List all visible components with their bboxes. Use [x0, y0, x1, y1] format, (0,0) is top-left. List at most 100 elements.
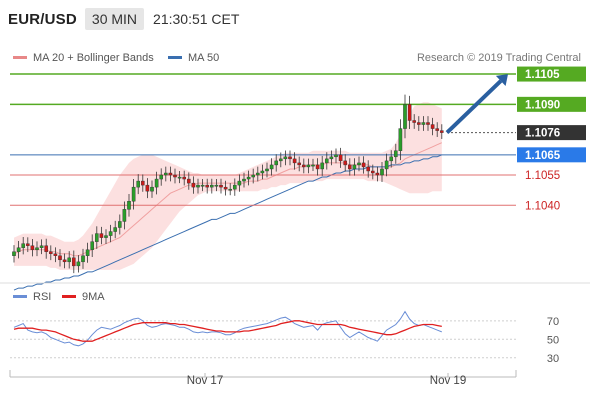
ma20-legend-swatch	[13, 56, 27, 59]
candle-body	[394, 150, 398, 158]
candle	[394, 143, 398, 164]
candle	[435, 122, 440, 137]
candle-body	[154, 178, 159, 188]
candle-body	[283, 156, 288, 160]
timeframe-button[interactable]: 30 MIN	[84, 8, 145, 30]
candle	[274, 154, 279, 172]
ma20-legend-label: MA 20 + Bollinger Bands	[33, 52, 154, 64]
candle	[71, 250, 76, 274]
candle	[440, 124, 444, 139]
candle	[251, 168, 256, 184]
candle-body	[242, 178, 246, 182]
candle-body	[49, 251, 53, 254]
candle-body	[122, 209, 127, 222]
candle	[200, 179, 205, 192]
candle-body	[35, 247, 39, 250]
rsi-ma-legend-swatch	[62, 295, 76, 298]
candle-body	[228, 188, 233, 191]
candle	[265, 162, 269, 178]
candle	[127, 194, 131, 217]
candle-body	[159, 174, 164, 180]
candle-body	[403, 104, 407, 129]
candle-body	[21, 243, 26, 248]
bollinger-band	[14, 102, 442, 270]
chart-header: EUR/USD 30 MIN 21:30:51 CET	[8, 7, 239, 31]
candle	[196, 178, 200, 194]
ma20-line	[13, 142, 442, 257]
rsi-panel: 30 50 70	[10, 310, 559, 365]
candlesticks	[12, 94, 444, 274]
candle	[117, 214, 122, 235]
candle-body	[117, 221, 122, 228]
candle-body	[338, 154, 343, 162]
candle-body	[232, 184, 237, 190]
candle-body	[274, 160, 279, 166]
candle	[131, 178, 136, 210]
candle	[269, 158, 274, 176]
candle	[334, 148, 338, 164]
candle-body	[62, 259, 67, 263]
candle	[412, 114, 417, 129]
candle	[315, 158, 320, 176]
candle	[403, 94, 407, 139]
candle	[136, 174, 141, 195]
candle	[375, 166, 380, 182]
candle	[85, 242, 90, 263]
candle-body	[127, 201, 131, 210]
candle-body	[329, 156, 334, 160]
candle	[39, 239, 44, 255]
candle	[104, 229, 108, 244]
candle-body	[53, 253, 58, 256]
candle	[214, 179, 219, 192]
rsi-tick-50: 50	[547, 334, 559, 346]
candle	[191, 176, 196, 194]
candle-body	[260, 170, 265, 174]
forecast-arrow-head	[495, 74, 508, 86]
candle-body	[412, 120, 417, 123]
candle-body	[136, 180, 141, 188]
candle-body	[256, 172, 260, 176]
bollinger-band-area	[14, 102, 442, 270]
candle	[209, 178, 214, 194]
candle-body	[246, 176, 251, 180]
candle	[122, 201, 127, 230]
candle	[246, 170, 251, 186]
clock-label: 21:30:51 CET	[153, 11, 240, 27]
candle-body	[430, 124, 435, 129]
candle-body	[200, 184, 205, 187]
candle-body	[361, 162, 366, 168]
candle-body	[26, 243, 30, 246]
candle-body	[168, 172, 173, 176]
candle	[145, 178, 150, 199]
candle-body	[71, 257, 76, 267]
level-badge-1.1090	[517, 96, 586, 112]
candle-body	[371, 170, 375, 174]
candle	[90, 234, 94, 257]
candle	[366, 160, 371, 178]
candle-body	[421, 122, 426, 125]
candle-body	[251, 174, 256, 178]
candle	[338, 147, 343, 168]
candle-body	[140, 180, 145, 186]
candle	[417, 116, 421, 131]
candle	[407, 95, 412, 129]
rsi-tick-30: 30	[547, 353, 559, 365]
candle	[30, 239, 35, 257]
candle-body	[209, 184, 214, 188]
candle	[348, 158, 352, 176]
candle	[58, 249, 62, 267]
candle-body	[407, 104, 412, 121]
price-legend: MA 20 + Bollinger Bands MA 50 Research ©…	[13, 52, 581, 64]
candle-body	[398, 128, 403, 151]
candle	[311, 158, 315, 171]
candle	[177, 170, 182, 184]
candle-body	[182, 176, 187, 180]
x-axis-ticks: Nov 17 Nov 19	[187, 373, 466, 387]
ma50-legend-swatch	[168, 56, 182, 59]
candle	[81, 248, 85, 269]
candle	[35, 241, 39, 257]
symbol-label: EUR/USD	[8, 10, 77, 28]
candle	[384, 153, 389, 177]
candle-body	[173, 174, 177, 178]
candle-body	[90, 241, 94, 250]
